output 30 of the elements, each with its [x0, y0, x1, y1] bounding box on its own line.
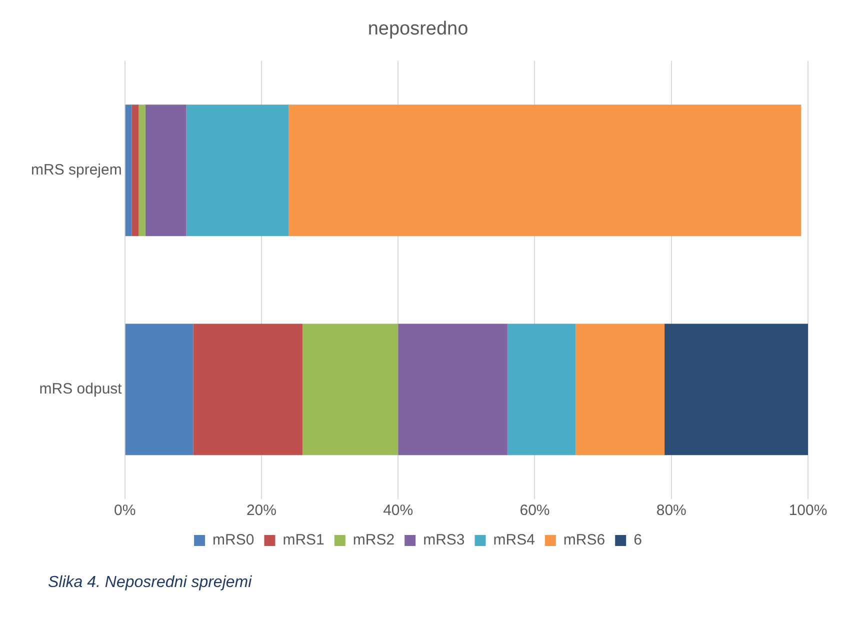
bar — [193, 324, 302, 456]
x-tick-label: 80% — [656, 502, 686, 520]
x-tick-label: 0% — [114, 502, 136, 520]
chart-title: neposredno — [368, 18, 468, 40]
bar — [507, 324, 576, 456]
bar — [125, 104, 132, 236]
bar — [576, 324, 665, 456]
x-tick-label: 20% — [246, 502, 276, 520]
y-tick-label: mRS odpust — [39, 380, 123, 398]
legend-label: mRS6 — [563, 532, 606, 549]
bar — [288, 104, 802, 236]
bar — [664, 324, 808, 456]
x-tick-label: 100% — [788, 502, 828, 520]
x-tick-label: 60% — [520, 502, 550, 520]
y-tick-label: mRS sprejem — [30, 161, 122, 178]
bar — [302, 324, 398, 456]
bar — [186, 104, 289, 236]
bar — [125, 324, 194, 456]
legend-label: mRS0 — [212, 532, 254, 549]
x-tick-label: 40% — [383, 502, 414, 520]
bar — [145, 104, 186, 236]
legend-label: mRS1 — [282, 532, 324, 549]
legend-label: mRS3 — [423, 532, 465, 549]
bar — [138, 104, 146, 236]
legend-label: 6 — [634, 532, 642, 549]
legend-label: mRS2 — [352, 532, 395, 549]
text: Slika 4. Neposredni sprejemi — [48, 574, 253, 592]
legend-label: mRS4 — [493, 532, 535, 549]
bar — [398, 324, 508, 456]
bar — [132, 104, 139, 236]
